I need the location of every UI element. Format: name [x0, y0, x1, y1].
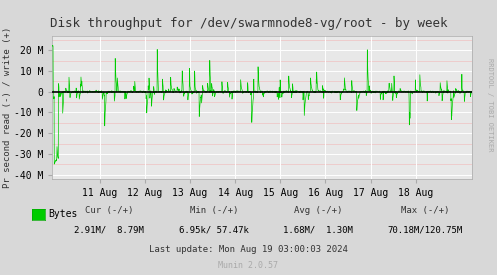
Text: 2.91M/  8.79M: 2.91M/ 8.79M: [75, 226, 144, 234]
Text: 6.95k/ 57.47k: 6.95k/ 57.47k: [179, 226, 248, 234]
Text: Cur (-/+): Cur (-/+): [85, 206, 134, 215]
Text: Avg (-/+): Avg (-/+): [294, 206, 342, 215]
Text: 70.18M/120.75M: 70.18M/120.75M: [387, 226, 463, 234]
Text: Bytes: Bytes: [48, 209, 78, 219]
Text: RRDTOOL / TOBI OETIKER: RRDTOOL / TOBI OETIKER: [487, 58, 493, 151]
Text: Last update: Mon Aug 19 03:00:03 2024: Last update: Mon Aug 19 03:00:03 2024: [149, 245, 348, 254]
Text: 1.68M/  1.30M: 1.68M/ 1.30M: [283, 226, 353, 234]
Text: Disk throughput for /dev/swarmnode8-vg/root - by week: Disk throughput for /dev/swarmnode8-vg/r…: [50, 16, 447, 29]
Text: Munin 2.0.57: Munin 2.0.57: [219, 261, 278, 270]
Text: Max (-/+): Max (-/+): [401, 206, 449, 215]
Text: Min (-/+): Min (-/+): [189, 206, 238, 215]
Text: Pr second read (-) / write (+): Pr second read (-) / write (+): [3, 27, 12, 188]
